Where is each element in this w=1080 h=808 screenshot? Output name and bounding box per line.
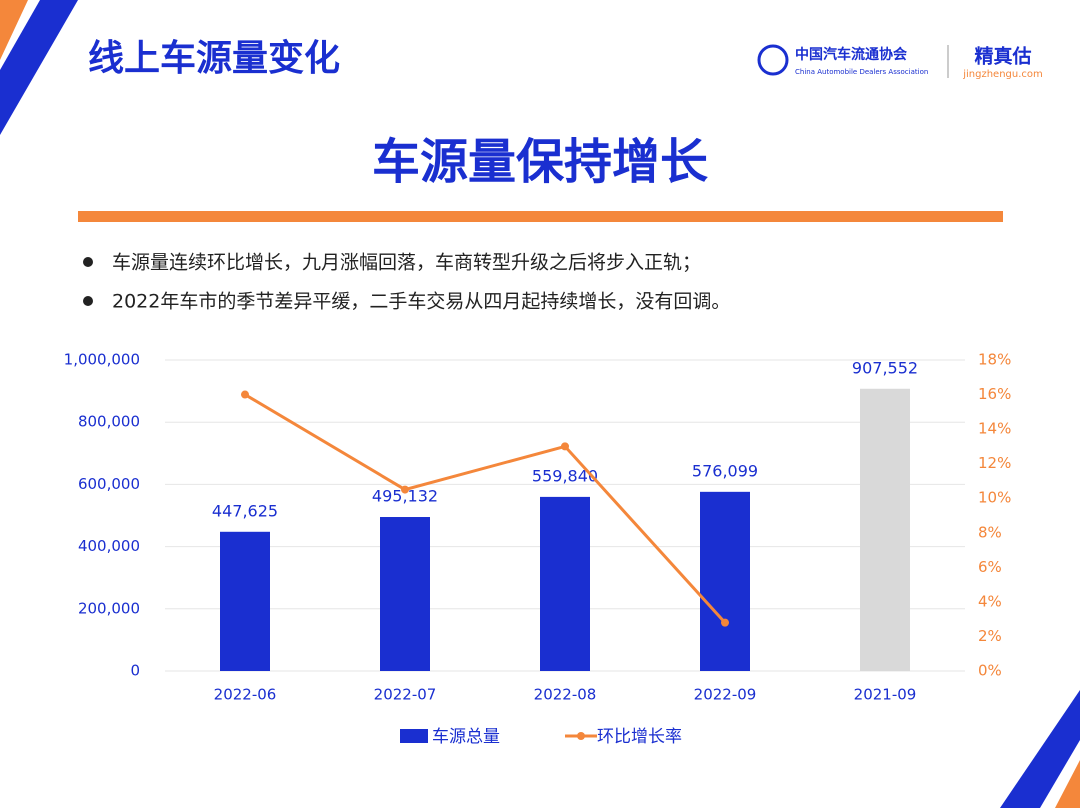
y2-tick-label: 4% — [978, 592, 1002, 610]
x-tick-label: 2022-09 — [694, 686, 757, 704]
bar — [700, 491, 750, 671]
logo-cn: 中国汽车流通协会 — [795, 46, 908, 63]
y2-tick-label: 12% — [978, 454, 1011, 472]
x-tick-label: 2022-07 — [374, 686, 437, 704]
line — [244, 393, 727, 624]
y-tick-label: 400,000 — [78, 537, 140, 555]
bar — [860, 388, 910, 671]
bullet: 车源量连续环比增长，九月涨幅回落，车商转型升级之后将步入正轨； — [112, 252, 701, 274]
data-label: 576,099 — [692, 461, 758, 480]
y-tick-label: 200,000 — [78, 599, 140, 617]
y2-tick-label: 18% — [978, 351, 1011, 369]
brand: 精真估 — [974, 45, 1031, 68]
logo-icon — [757, 44, 789, 76]
y-tick-label: 600,000 — [78, 475, 140, 493]
divider — [78, 211, 1003, 222]
legend-swatch — [577, 732, 585, 740]
y2-tick-label: 14% — [978, 420, 1011, 438]
y2-tick-label: 6% — [978, 558, 1002, 576]
y2-tick-label: 2% — [978, 627, 1002, 645]
y2-tick-label: 10% — [978, 489, 1011, 507]
page-title: 线上车源量变化 — [88, 37, 340, 79]
data-label: 559,840 — [532, 466, 598, 485]
data-label: 447,625 — [212, 501, 278, 520]
y-tick-label: 0 — [130, 662, 140, 680]
line-point — [401, 485, 409, 494]
legend-swatch — [400, 729, 428, 743]
line-point — [561, 442, 569, 451]
headline: 车源量保持增长 — [372, 134, 708, 190]
data-label: 495,132 — [372, 487, 438, 506]
line-point — [721, 618, 729, 627]
legend-label: 环比增长率 — [597, 727, 682, 747]
bullet-dot — [83, 296, 93, 306]
y2-tick-label: 8% — [978, 523, 1002, 541]
y-tick-label: 800,000 — [78, 413, 140, 431]
line-point — [241, 390, 249, 399]
x-tick-label: 2022-06 — [214, 686, 277, 704]
x-tick-label: 2021-09 — [854, 686, 917, 704]
x-tick-label: 2022-08 — [534, 686, 597, 704]
logo-en: China Automobile Dealers Association — [795, 68, 928, 76]
bar — [220, 531, 270, 671]
legend-label: 车源总量 — [432, 727, 500, 747]
brand-url: jingzhengu.com — [962, 69, 1043, 80]
bullet-dot — [83, 257, 93, 267]
bar — [540, 496, 590, 671]
bar — [380, 517, 430, 671]
data-label: 907,552 — [852, 358, 918, 377]
y2-tick-label: 0% — [978, 662, 1002, 680]
y-tick-label: 1,000,000 — [64, 351, 140, 369]
y2-tick-label: 16% — [978, 385, 1011, 403]
bullet: 2022年车市的季节差异平缓，二手车交易从四月起持续增长，没有回调。 — [112, 291, 730, 313]
